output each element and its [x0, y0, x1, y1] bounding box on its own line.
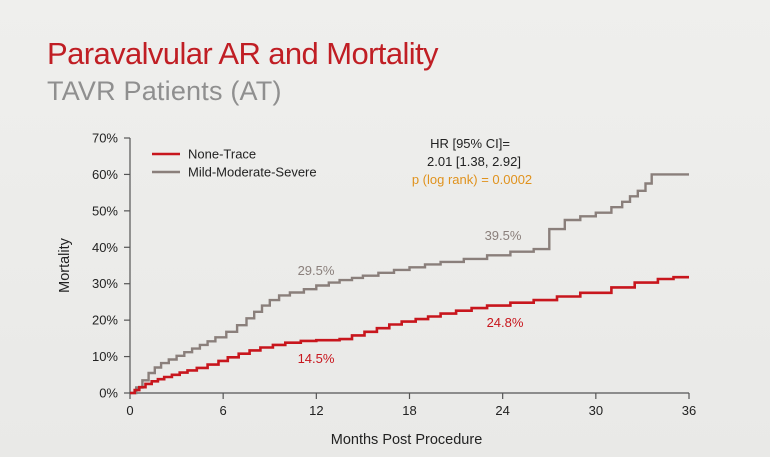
y-axis-title: Mortality — [57, 237, 73, 293]
slide-title: Paravalvular AR and Mortality — [47, 36, 439, 71]
annotation-label-14-5: 14.5% — [298, 351, 335, 366]
annotation-hr-label: HR [95% CI]= — [430, 136, 510, 151]
y-tick-label: 70% — [92, 131, 118, 146]
y-tick-label: 0% — [99, 386, 118, 401]
slide-subtitle: TAVR Patients (AT) — [47, 76, 282, 106]
annotation-label-39-5: 39.5% — [485, 228, 522, 243]
chart-legend: None-Trace Mild-Moderate-Severe — [152, 147, 317, 180]
annotation-hr-value: 2.01 [1.38, 2.92] — [427, 154, 521, 169]
y-tick-label: 50% — [92, 203, 118, 218]
x-tick-label: 0 — [126, 403, 133, 418]
series-line-none-trace — [130, 275, 689, 395]
y-tick-label: 40% — [92, 240, 118, 255]
annotation-p-value: p (log rank) = 0.0002 — [412, 172, 532, 187]
chart-axes: 0% 10% 20% 30% 40% 50% 60% 70% 0 6 12 18 24 30 36 Month… — [57, 131, 696, 449]
y-tick-label: 10% — [92, 349, 118, 364]
x-tick-label: 12 — [309, 403, 323, 418]
series-line-mild-moderate-severe — [130, 173, 689, 395]
x-axis-title: Months Post Procedure — [331, 432, 483, 448]
chart-series — [130, 173, 689, 395]
y-tick-label: 60% — [92, 167, 118, 182]
annotation-label-24-8: 24.8% — [487, 315, 524, 330]
x-tick-label: 6 — [220, 403, 227, 418]
annotation-label-29-5: 29.5% — [298, 263, 335, 278]
x-tick-label: 24 — [495, 403, 509, 418]
legend-label-0: None-Trace — [188, 147, 256, 162]
x-tick-label: 18 — [402, 403, 416, 418]
y-tick-label: 20% — [92, 313, 118, 328]
x-tick-label: 36 — [682, 403, 696, 418]
legend-label-1: Mild-Moderate-Severe — [188, 165, 317, 180]
y-tick-label: 30% — [92, 276, 118, 291]
chart-annotations: HR [95% CI]= 2.01 [1.38, 2.92] p (log rank… — [298, 136, 533, 366]
x-tick-label: 30 — [589, 403, 603, 418]
